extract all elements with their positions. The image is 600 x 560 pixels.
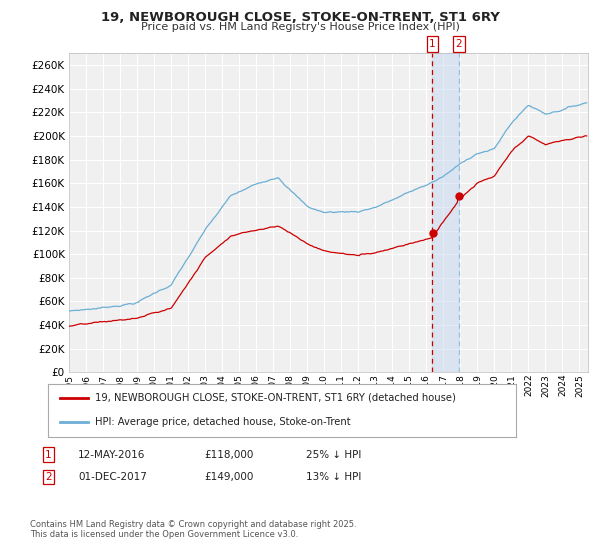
Text: Price paid vs. HM Land Registry's House Price Index (HPI): Price paid vs. HM Land Registry's House … (140, 22, 460, 32)
Text: 13% ↓ HPI: 13% ↓ HPI (306, 472, 361, 482)
Text: 19, NEWBOROUGH CLOSE, STOKE-ON-TRENT, ST1 6RY (detached house): 19, NEWBOROUGH CLOSE, STOKE-ON-TRENT, ST… (95, 393, 455, 403)
Text: 12-MAY-2016: 12-MAY-2016 (78, 450, 145, 460)
Text: Contains HM Land Registry data © Crown copyright and database right 2025.
This d: Contains HM Land Registry data © Crown c… (30, 520, 356, 539)
Text: 25% ↓ HPI: 25% ↓ HPI (306, 450, 361, 460)
Text: 01-DEC-2017: 01-DEC-2017 (78, 472, 147, 482)
Text: £149,000: £149,000 (204, 472, 253, 482)
Bar (433, 53, 459, 372)
Text: 2: 2 (456, 39, 463, 49)
Text: 1: 1 (45, 450, 52, 460)
Text: £118,000: £118,000 (204, 450, 253, 460)
Text: 1: 1 (429, 39, 436, 49)
Text: 2: 2 (45, 472, 52, 482)
Text: 19, NEWBOROUGH CLOSE, STOKE-ON-TRENT, ST1 6RY: 19, NEWBOROUGH CLOSE, STOKE-ON-TRENT, ST… (101, 11, 499, 24)
Text: HPI: Average price, detached house, Stoke-on-Trent: HPI: Average price, detached house, Stok… (95, 417, 350, 427)
